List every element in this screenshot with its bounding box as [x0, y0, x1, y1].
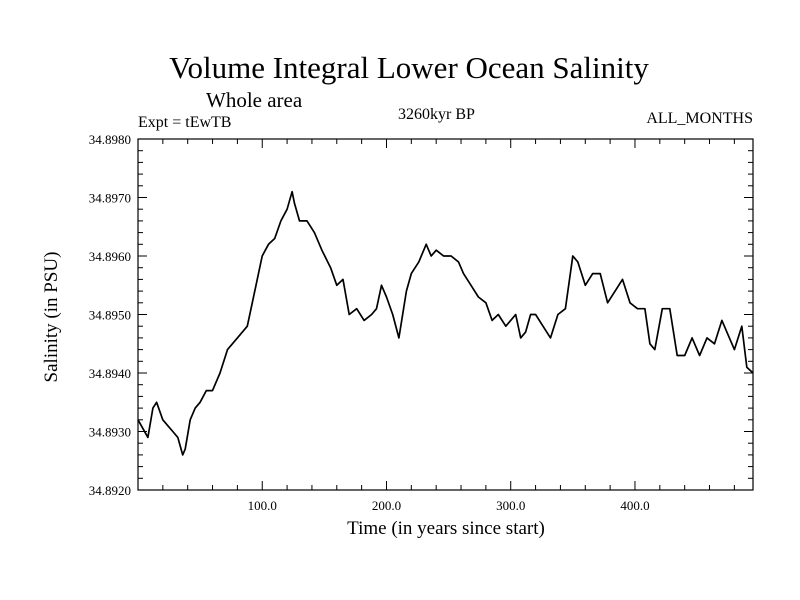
y-tick-label: 34.8940: [89, 366, 131, 381]
x-axis-label: Time (in years since start): [347, 518, 545, 539]
y-tick-label: 34.8970: [89, 191, 131, 206]
y-tick-label: 34.8980: [89, 132, 131, 147]
salinity-series-line: [137, 190, 754, 456]
y-tick-label: 34.8930: [89, 425, 131, 440]
y-tick-label: 34.8960: [89, 249, 131, 264]
months-label: ALL_MONTHS: [646, 110, 753, 127]
x-tick-label: 200.0: [372, 498, 401, 513]
x-tick-label: 100.0: [248, 498, 277, 513]
x-tick-label: 400.0: [620, 498, 649, 513]
period-label: 3260kyr BP: [398, 106, 475, 123]
chart-title: Volume Integral Lower Ocean Salinity: [169, 50, 649, 85]
axis-tick-labels: 34.8920 34.8930 34.8940 34.8950 34.8960 34.89…: [89, 132, 650, 513]
chart-subtitle: Whole area: [206, 88, 303, 112]
x-tick-label: 300.0: [496, 498, 525, 513]
experiment-label: Expt = tEwTB: [138, 114, 232, 131]
y-tick-label: 34.8920: [89, 483, 131, 498]
y-tick-label: 34.8950: [89, 308, 131, 323]
axis-ticks: [138, 138, 753, 491]
